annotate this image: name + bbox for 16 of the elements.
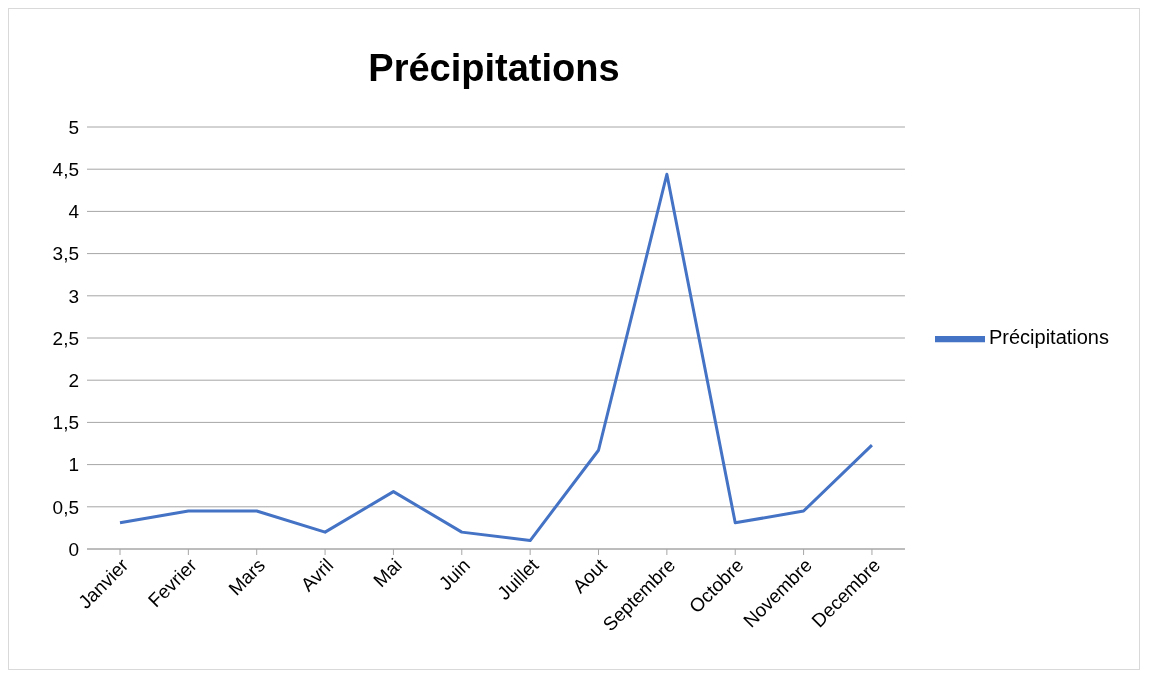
y-tick-label: 2 (68, 369, 79, 391)
chart-title: Précipitations (367, 47, 621, 90)
y-tick-label: 2,5 (52, 327, 79, 349)
legend-label: Précipitations (988, 326, 1109, 349)
y-tick-label: 3 (68, 285, 79, 307)
y-tick-label: 0 (68, 538, 79, 560)
y-tick-label: 1,5 (52, 412, 79, 434)
x-tick-label: Juin (434, 554, 475, 595)
x-tick-label: Mai (369, 554, 406, 592)
y-tick-label: 4 (68, 201, 80, 223)
y-tick-label: 1 (68, 454, 79, 476)
y-tick-label: 5 (68, 116, 79, 138)
y-tick-label: 0,5 (52, 496, 79, 518)
line-series (118, 172, 874, 543)
y-tick-label: 4,5 (52, 158, 79, 180)
y-tick-label: 3,5 (52, 243, 79, 265)
